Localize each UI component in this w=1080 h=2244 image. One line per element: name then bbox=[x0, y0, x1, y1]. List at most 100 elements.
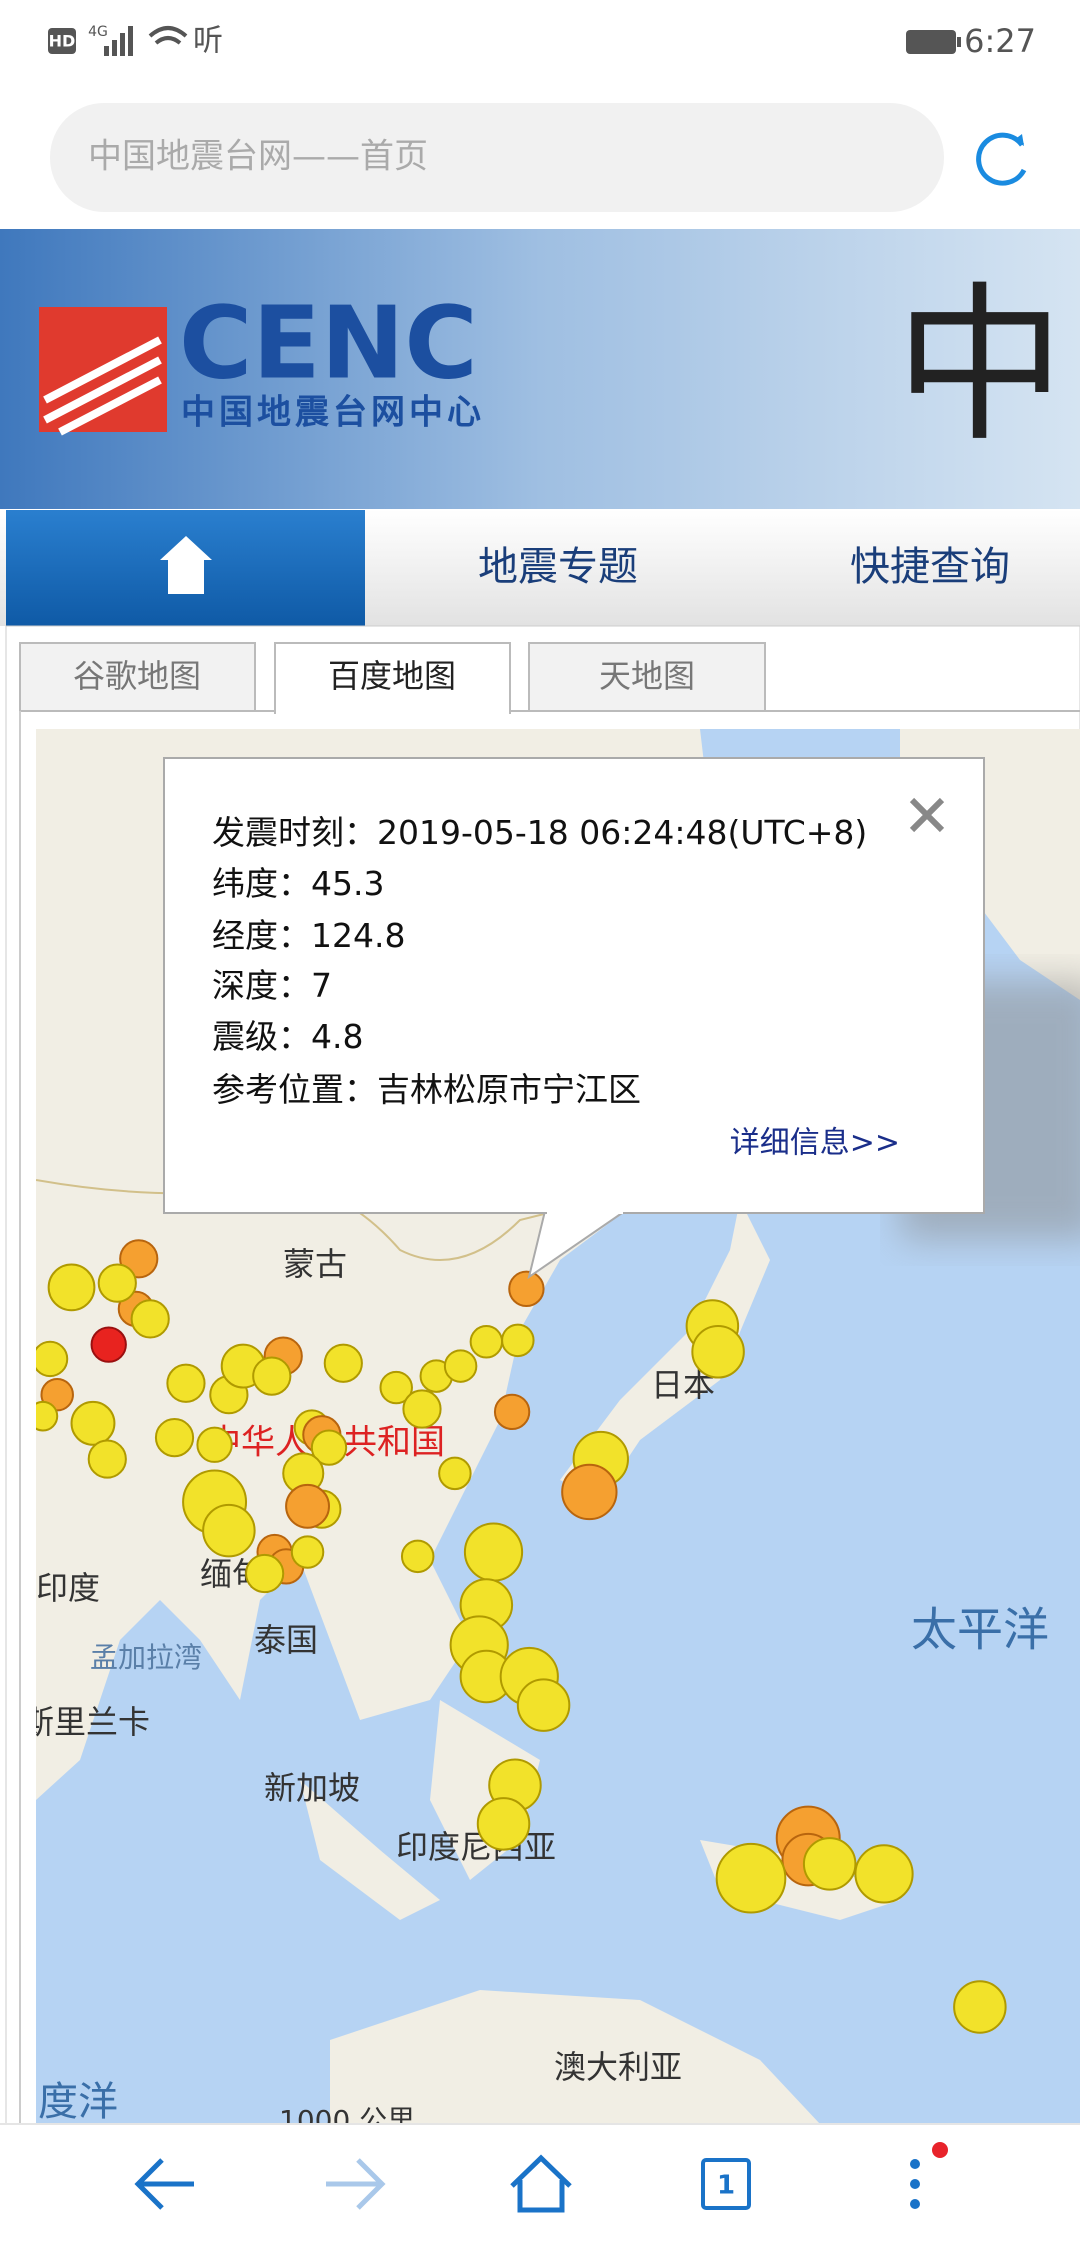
logo-stripes bbox=[43, 336, 162, 436]
map-tab[interactable] bbox=[19, 642, 256, 712]
map-label: 孟加拉湾 bbox=[90, 1641, 202, 1674]
map-tab[interactable] bbox=[528, 642, 766, 712]
quake-dot bbox=[402, 1389, 442, 1429]
row-value: 2019-05-18 06:24:48(UTC+8) bbox=[377, 813, 867, 852]
quake-dot bbox=[130, 1299, 170, 1339]
popup-row: 发震时刻：2019-05-18 06:24:48(UTC+8) bbox=[212, 813, 867, 852]
home-icon bbox=[160, 536, 212, 594]
home-button[interactable] bbox=[510, 2154, 572, 2213]
map-label: 澳大利亚 bbox=[554, 2048, 682, 2086]
quake-dot bbox=[87, 1439, 127, 1479]
quake-dot bbox=[290, 1535, 325, 1569]
quake-dot bbox=[166, 1363, 206, 1403]
signal bbox=[104, 26, 133, 56]
address-text[interactable]: 中国地震台网——首页 bbox=[88, 137, 428, 177]
row-value: 45.3 bbox=[311, 864, 384, 903]
row-label: 发震时刻： bbox=[212, 813, 377, 852]
row-value: 7 bbox=[311, 966, 332, 1005]
popup-row: 纬度：45.3 bbox=[212, 864, 384, 903]
hd-badge bbox=[48, 28, 76, 54]
quake-dot bbox=[202, 1503, 256, 1558]
menu-button[interactable] bbox=[910, 2159, 920, 2209]
map-tab-label[interactable]: 天地图 bbox=[599, 657, 695, 695]
map-label: 泰国 bbox=[254, 1621, 318, 1659]
popup-row: 经度：124.8 bbox=[212, 916, 405, 955]
map-label: 蒙古 bbox=[283, 1245, 347, 1283]
popup-row: 深度：7 bbox=[212, 966, 332, 1005]
quake-dot bbox=[154, 1418, 195, 1458]
land-australia bbox=[330, 1990, 820, 2124]
quake-dot bbox=[508, 1270, 545, 1308]
map-tab-label[interactable]: 谷歌地图 bbox=[73, 657, 201, 695]
nav-item[interactable]: 地震专题 bbox=[478, 544, 638, 590]
quake-dot bbox=[245, 1553, 285, 1594]
map-label: 印度洋 bbox=[0, 2079, 118, 2125]
quake-dot bbox=[802, 1837, 857, 1891]
map-tab-active[interactable] bbox=[274, 642, 511, 714]
row-value: 124.8 bbox=[311, 916, 405, 955]
row-label: 参考位置： bbox=[212, 1070, 377, 1109]
network: 4G bbox=[88, 24, 108, 40]
quake-dot bbox=[561, 1463, 618, 1521]
quake-dot bbox=[691, 1325, 745, 1379]
land-japan bbox=[560, 1200, 770, 1500]
row-label: 震级： bbox=[212, 1017, 311, 1056]
popup-row: 参考位置：吉林松原市宁江区 bbox=[212, 1070, 641, 1109]
quake-dot bbox=[97, 1263, 137, 1303]
quake-dot bbox=[501, 1323, 535, 1358]
quake-dot bbox=[323, 1343, 363, 1383]
map-label: 印度 bbox=[36, 1569, 100, 1607]
row-value: 吉林松原市宁江区 bbox=[377, 1070, 641, 1109]
tabs-count[interactable]: 1 bbox=[717, 2171, 735, 2201]
row-label: 经度： bbox=[212, 916, 311, 955]
menu-badge bbox=[932, 2142, 948, 2158]
detail-link[interactable]: 详细信息>> bbox=[730, 1126, 900, 1161]
wifi bbox=[148, 26, 188, 45]
popup: 发震时刻：2019-05-18 06:24:48(UTC+8)纬度：45.3经度… bbox=[163, 757, 985, 1280]
map-label: 印度尼西亚 bbox=[396, 1828, 556, 1866]
map-label: 斯里兰卡 bbox=[22, 1703, 150, 1741]
map-label: 太平洋 bbox=[911, 1603, 1049, 1657]
popup-join bbox=[547, 1209, 623, 1214]
row-value: 4.8 bbox=[311, 1017, 363, 1056]
quake-dot bbox=[516, 1678, 571, 1732]
map-scale: 1000 公里 bbox=[279, 2104, 415, 2137]
logo-subtitle: 中国地震台网中心 bbox=[181, 393, 485, 433]
quake-dot bbox=[854, 1844, 914, 1904]
row-label: 纬度： bbox=[212, 864, 311, 903]
reload-arrow bbox=[1014, 134, 1024, 146]
time: 6:27 bbox=[964, 22, 1036, 60]
map-label: 新加坡 bbox=[264, 1769, 360, 1807]
popup-box bbox=[163, 757, 985, 1214]
quake-dots bbox=[36, 1239, 1007, 2034]
quake-dot bbox=[379, 1370, 413, 1405]
address-bar[interactable] bbox=[50, 103, 944, 212]
quake-dot bbox=[463, 1522, 524, 1582]
hd: HD bbox=[49, 32, 76, 51]
quake-dot bbox=[36, 1340, 69, 1378]
banner bbox=[0, 229, 1080, 509]
logo-text: CENC bbox=[179, 284, 478, 401]
back-button[interactable] bbox=[134, 2158, 194, 2210]
popup-close[interactable] bbox=[909, 797, 945, 833]
battery bbox=[906, 30, 956, 54]
quake-dot bbox=[493, 1393, 531, 1431]
quake-dot bbox=[438, 1456, 472, 1491]
forward-button[interactable] bbox=[326, 2158, 386, 2210]
popup-rows: 发震时刻：2019-05-18 06:24:48(UTC+8)纬度：45.3经度… bbox=[212, 813, 867, 1109]
app-icon: 听 bbox=[193, 24, 223, 59]
quake-dot bbox=[196, 1426, 233, 1463]
quake-dot bbox=[90, 1326, 127, 1363]
nav-item[interactable]: 快捷查询 bbox=[850, 544, 1010, 590]
quake-dot bbox=[70, 1400, 116, 1446]
map-tab-label[interactable]: 百度地图 bbox=[328, 657, 456, 695]
quake-dot bbox=[252, 1356, 292, 1396]
tabs-button[interactable] bbox=[701, 2158, 751, 2210]
quake-dot bbox=[469, 1325, 504, 1359]
tab-gap bbox=[276, 710, 509, 714]
popup-row: 震级：4.8 bbox=[212, 1017, 363, 1056]
quake-dot bbox=[715, 1842, 787, 1914]
reload-button[interactable] bbox=[976, 132, 1027, 186]
